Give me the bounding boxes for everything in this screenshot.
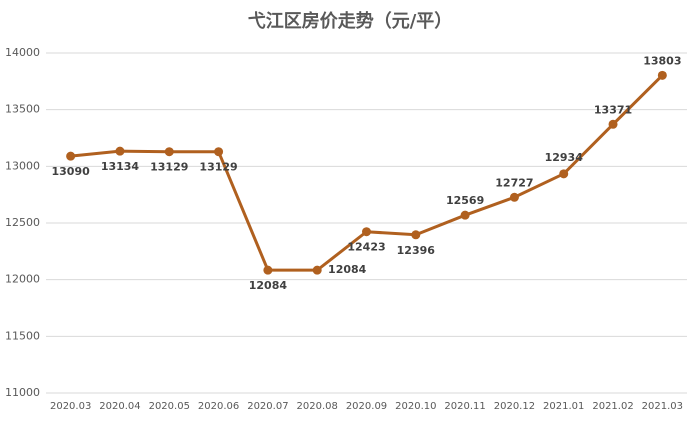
point — [312, 265, 322, 275]
point — [509, 192, 519, 202]
value-label: 13803 — [643, 54, 681, 67]
x-tick-label: 2020.10 — [395, 401, 436, 412]
x-tick-label: 2020.11 — [444, 401, 485, 412]
x-tick-label: 2020.03 — [50, 401, 91, 412]
point — [66, 151, 76, 161]
value-label: 12084 — [328, 263, 367, 276]
point — [608, 119, 618, 129]
point — [214, 147, 224, 157]
value-label: 12727 — [495, 176, 533, 189]
point — [657, 70, 667, 80]
point — [263, 265, 273, 275]
value-label: 12084 — [249, 279, 288, 292]
value-label: 12569 — [446, 194, 484, 207]
point — [115, 146, 125, 156]
x-tick-label: 2020.04 — [99, 401, 140, 412]
value-label: 13371 — [594, 103, 632, 116]
chart-title: 弋江区房价走势（元/平） — [248, 10, 453, 32]
x-tick-label: 2020.07 — [247, 401, 288, 412]
value-label: 13129 — [150, 161, 188, 174]
y-tick-label: 13500 — [5, 103, 40, 116]
x-tick-label: 2020.06 — [198, 401, 239, 412]
x-tick-label: 2020.12 — [494, 401, 535, 412]
x-tick-label: 2021.03 — [642, 401, 683, 412]
y-tick-label: 12000 — [5, 273, 40, 286]
y-tick-label: 11500 — [5, 329, 40, 342]
point — [411, 230, 421, 240]
x-tick-label: 2020.05 — [149, 401, 190, 412]
x-tick-label: 2021.02 — [592, 401, 633, 412]
value-label: 13129 — [199, 161, 237, 174]
y-tick-label: 11000 — [5, 386, 40, 399]
value-label: 13134 — [101, 160, 140, 173]
y-tick-label: 13000 — [5, 159, 40, 172]
y-tick-label: 12500 — [5, 216, 40, 229]
x-tick-label: 2021.01 — [543, 401, 584, 412]
point — [460, 210, 470, 220]
value-label: 12396 — [397, 244, 436, 257]
x-tick-label: 2020.08 — [297, 401, 338, 412]
point — [559, 169, 569, 179]
point — [362, 227, 371, 237]
value-label: 12934 — [545, 151, 584, 164]
value-label: 13090 — [52, 165, 91, 178]
point — [164, 147, 174, 157]
value-label: 12423 — [347, 241, 385, 254]
x-tick-label: 2020.09 — [346, 401, 387, 412]
y-tick-label: 14000 — [5, 46, 40, 59]
